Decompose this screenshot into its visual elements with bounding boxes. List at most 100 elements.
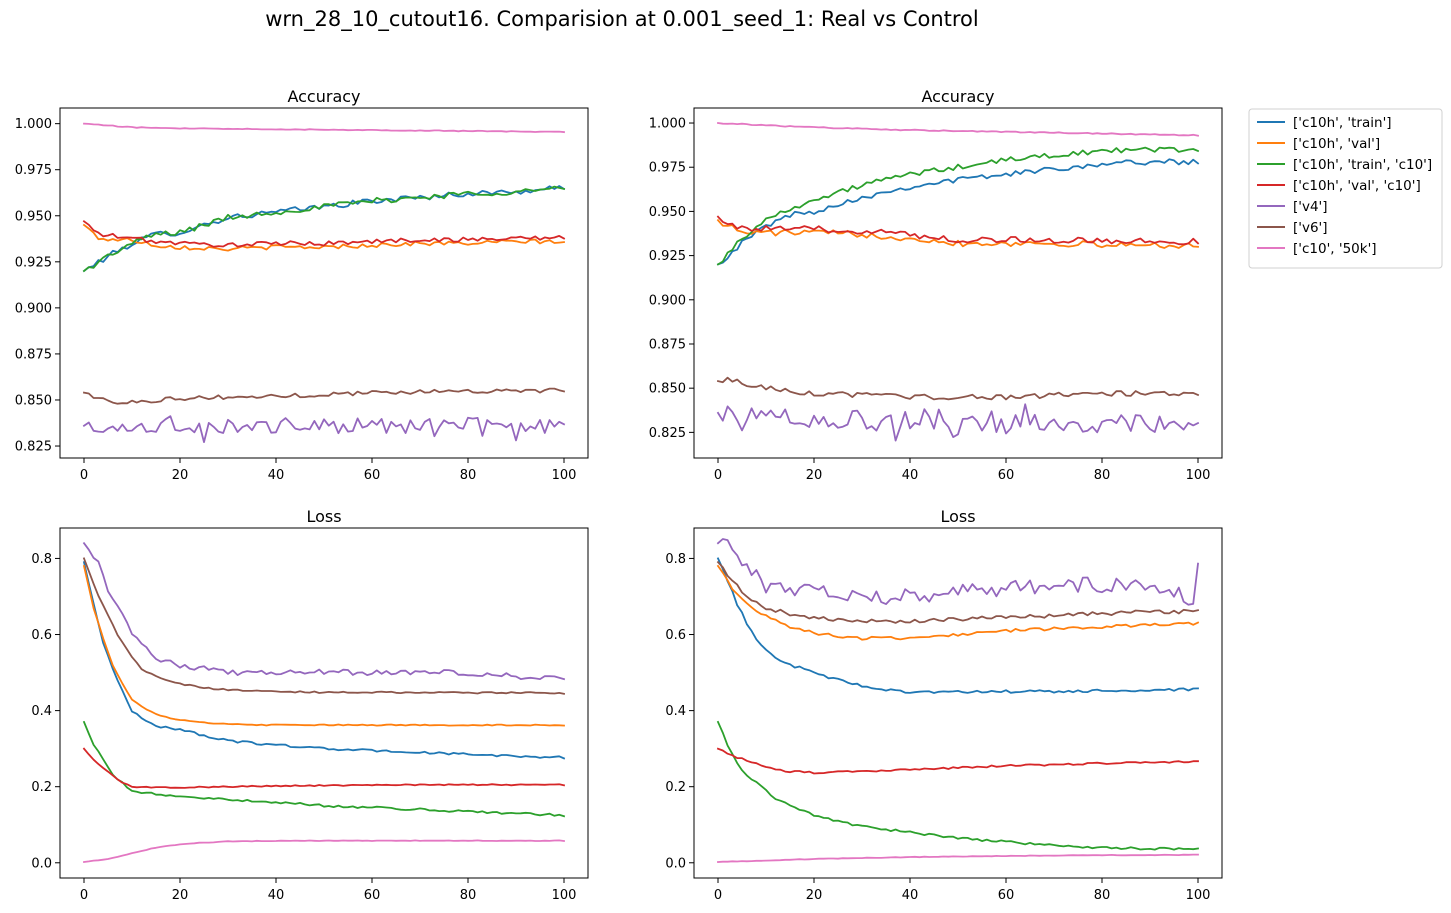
y-tick-label: 0.850 xyxy=(15,393,52,408)
series-line xyxy=(716,564,1200,641)
y-tick-label: 0.975 xyxy=(15,163,52,178)
y-tick-label: 0.2 xyxy=(31,780,52,795)
x-tick-label: 40 xyxy=(268,468,285,483)
legend-label: ['c10', '50k'] xyxy=(1293,241,1377,257)
y-tick-label: 0.825 xyxy=(649,426,686,441)
axes-frame xyxy=(59,527,589,879)
x-tick-label: 20 xyxy=(806,468,823,483)
x-tick-label: 0 xyxy=(714,468,722,483)
axes-frame xyxy=(693,107,1223,459)
y-tick-label: 1.000 xyxy=(15,117,52,132)
series-line xyxy=(717,853,1199,863)
chart-panel-2: Accuracy 0 20 40 60 80 100 0.825 0.850 0.875 0.900… xyxy=(649,87,1223,483)
axes-frame xyxy=(59,107,589,459)
x-tick-label: 80 xyxy=(460,888,477,903)
series-line xyxy=(716,747,1199,775)
x-tick-label: 60 xyxy=(998,468,1015,483)
x-tick-label: 80 xyxy=(460,468,477,483)
x-tick-label: 100 xyxy=(1186,888,1211,903)
x-tick-label: 20 xyxy=(172,468,189,483)
x-tick-label: 20 xyxy=(806,888,823,903)
x-tick-label: 40 xyxy=(268,888,285,903)
x-tick-label: 40 xyxy=(902,468,919,483)
series-line xyxy=(716,158,1200,266)
x-tick-label: 20 xyxy=(172,888,189,903)
series-line xyxy=(716,557,1199,694)
series-line xyxy=(82,185,566,273)
series-line xyxy=(82,415,566,444)
y-tick-label: 0.900 xyxy=(649,293,686,308)
legend-label: ['c10h', 'val'] xyxy=(1293,136,1380,152)
y-tick-label: 0.900 xyxy=(15,301,52,316)
y-tick-label: 0.6 xyxy=(665,628,686,643)
chart-panel-1: Accuracy 0 20 40 60 80 100 0.825 0.850 0.875 0.900… xyxy=(15,87,589,483)
y-tick-label: 0.925 xyxy=(15,255,52,270)
series-line xyxy=(716,720,1200,851)
series-line xyxy=(82,223,565,252)
legend-label: ['c10h', 'train'] xyxy=(1293,115,1392,131)
y-tick-label: 0.8 xyxy=(31,552,52,567)
series-line xyxy=(716,146,1200,266)
y-tick-label: 0.875 xyxy=(15,347,52,362)
chart-panel-3: Loss 0 20 40 60 80 100 0.0 0.2 0.4 0.6 0.8 xyxy=(31,507,589,903)
chart-panel-4: Loss 0 20 40 60 80 100 0.0 0.2 0.4 0.6 0.8 xyxy=(665,507,1223,903)
series-line xyxy=(716,218,1199,249)
y-tick-label: 0.6 xyxy=(31,628,52,643)
y-tick-label: 0.8 xyxy=(665,552,686,567)
panel-title: Accuracy xyxy=(921,87,994,106)
series-line xyxy=(82,720,566,818)
series-line xyxy=(716,376,1200,401)
series-line xyxy=(83,122,565,134)
x-tick-label: 60 xyxy=(364,468,381,483)
y-tick-label: 0.925 xyxy=(649,249,686,264)
series-line xyxy=(716,121,1200,137)
panel-title: Accuracy xyxy=(287,87,360,106)
series-line xyxy=(82,564,565,727)
y-tick-label: 0.975 xyxy=(649,161,686,176)
x-tick-label: 100 xyxy=(1186,468,1211,483)
legend-label: ['v4'] xyxy=(1293,199,1328,215)
y-tick-label: 0.0 xyxy=(31,856,52,871)
x-tick-label: 40 xyxy=(902,888,919,903)
series-line xyxy=(82,220,566,248)
series-line xyxy=(82,185,566,273)
x-tick-label: 0 xyxy=(80,888,88,903)
legend-frame xyxy=(1248,108,1443,269)
y-tick-label: 0.850 xyxy=(649,382,686,397)
series-line xyxy=(716,403,1200,442)
series-line xyxy=(82,747,566,789)
y-tick-label: 1.000 xyxy=(649,117,686,132)
series-line xyxy=(716,538,1200,606)
x-tick-label: 0 xyxy=(80,468,88,483)
x-tick-label: 60 xyxy=(998,888,1015,903)
panel-title: Loss xyxy=(940,507,975,526)
y-tick-label: 0.825 xyxy=(15,440,52,455)
series-line xyxy=(716,560,1200,624)
figure-suptitle: wrn_28_10_cutout16. Comparision at 0.001… xyxy=(265,7,979,32)
series-line xyxy=(82,839,566,864)
y-tick-label: 0.950 xyxy=(649,205,686,220)
x-tick-label: 80 xyxy=(1094,468,1111,483)
series-line xyxy=(82,387,566,405)
x-tick-label: 0 xyxy=(714,888,722,903)
y-tick-label: 0.875 xyxy=(649,337,686,352)
legend-label: ['v6'] xyxy=(1293,220,1328,236)
x-tick-label: 100 xyxy=(552,888,577,903)
series-line xyxy=(82,561,566,760)
x-tick-label: 60 xyxy=(364,888,381,903)
axes-frame xyxy=(693,527,1223,879)
x-tick-label: 80 xyxy=(1094,888,1111,903)
legend-label: ['c10h', 'val', 'c10'] xyxy=(1293,178,1421,194)
y-tick-label: 0.950 xyxy=(15,209,52,224)
y-tick-label: 0.4 xyxy=(665,704,686,719)
legend: ['c10h', 'train'] ['c10h', 'val'] ['c10h',… xyxy=(1248,108,1443,269)
series-line xyxy=(716,215,1200,246)
series-line xyxy=(82,557,566,695)
panel-title: Loss xyxy=(306,507,341,526)
x-tick-label: 100 xyxy=(552,468,577,483)
y-tick-label: 0.0 xyxy=(665,856,686,871)
series-line xyxy=(82,541,566,681)
y-tick-label: 0.2 xyxy=(665,780,686,795)
legend-label: ['c10h', 'train', 'c10'] xyxy=(1293,157,1432,173)
